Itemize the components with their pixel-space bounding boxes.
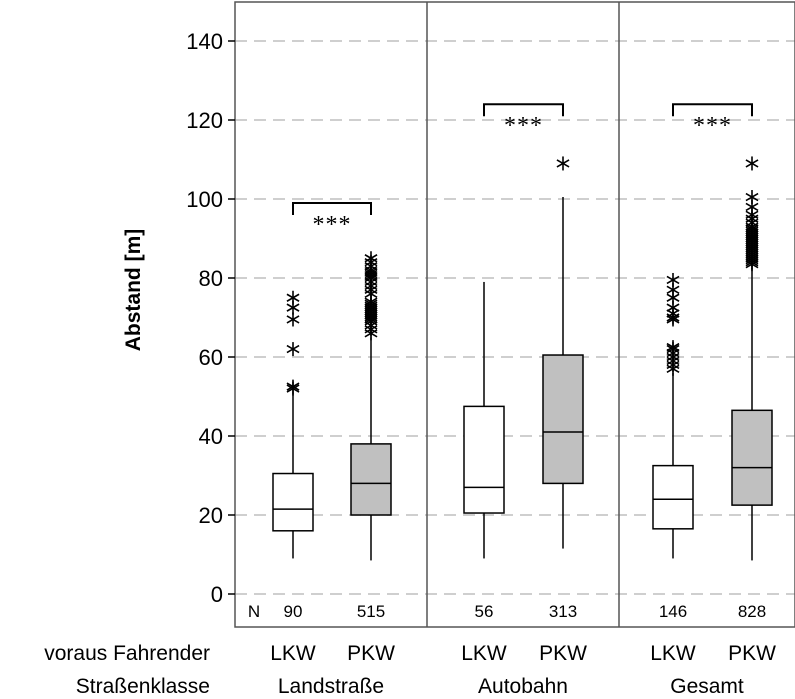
n-count: 56 bbox=[475, 602, 494, 621]
box-pkw bbox=[350, 443, 392, 516]
group-label: Gesamt bbox=[670, 675, 744, 698]
box-lkw bbox=[272, 472, 314, 532]
significance-bracket bbox=[672, 103, 753, 117]
y-tick-label: 40 bbox=[199, 424, 223, 449]
category-label: PKW bbox=[728, 642, 776, 665]
category-label: PKW bbox=[539, 642, 587, 665]
y-tick-label: 80 bbox=[199, 266, 223, 291]
outlier-marker bbox=[745, 156, 759, 171]
n-count: 515 bbox=[357, 602, 385, 621]
plot-frame bbox=[234, 1, 795, 628]
y-tick-label: 120 bbox=[186, 108, 223, 133]
significance-label: *** bbox=[504, 113, 543, 139]
n-count: 146 bbox=[659, 602, 687, 621]
outlier-marker bbox=[666, 340, 680, 355]
box-pkw bbox=[731, 409, 773, 506]
outlier-marker bbox=[666, 272, 680, 287]
outlier-marker bbox=[364, 251, 378, 266]
category-label: LKW bbox=[270, 642, 316, 665]
y-tick-label: 0 bbox=[211, 582, 223, 607]
box-lkw bbox=[463, 405, 505, 514]
category-label: LKW bbox=[461, 642, 507, 665]
y-axis-label: Abstand [m] bbox=[122, 229, 145, 352]
outlier-marker bbox=[745, 190, 759, 205]
category-label: PKW bbox=[347, 642, 395, 665]
y-tick-label: 60 bbox=[199, 345, 223, 370]
outlier-marker bbox=[286, 342, 300, 357]
y-tick-label: 140 bbox=[186, 29, 223, 54]
road-row-label: Straßenklasse bbox=[76, 675, 210, 698]
n-count: 313 bbox=[549, 602, 577, 621]
group-label: Autobahn bbox=[478, 675, 568, 698]
n-row-label: N bbox=[248, 602, 260, 621]
n-count: 828 bbox=[738, 602, 766, 621]
box-lkw bbox=[652, 464, 694, 530]
outlier-marker bbox=[286, 312, 300, 327]
vehicle-row-label: voraus Fahrender bbox=[44, 642, 210, 665]
category-label: LKW bbox=[650, 642, 696, 665]
significance-label: *** bbox=[313, 212, 352, 238]
significance-bracket bbox=[292, 201, 372, 215]
significance-bracket bbox=[483, 103, 564, 117]
box-pkw bbox=[542, 354, 584, 485]
significance-label: *** bbox=[693, 113, 732, 139]
outlier-marker bbox=[286, 290, 300, 305]
outlier-marker bbox=[556, 156, 570, 171]
y-tick-label: 100 bbox=[186, 187, 223, 212]
group-label: Landstraße bbox=[278, 675, 384, 698]
n-count: 90 bbox=[284, 602, 303, 621]
outlier-marker bbox=[286, 379, 300, 394]
y-tick-label: 20 bbox=[199, 503, 223, 528]
